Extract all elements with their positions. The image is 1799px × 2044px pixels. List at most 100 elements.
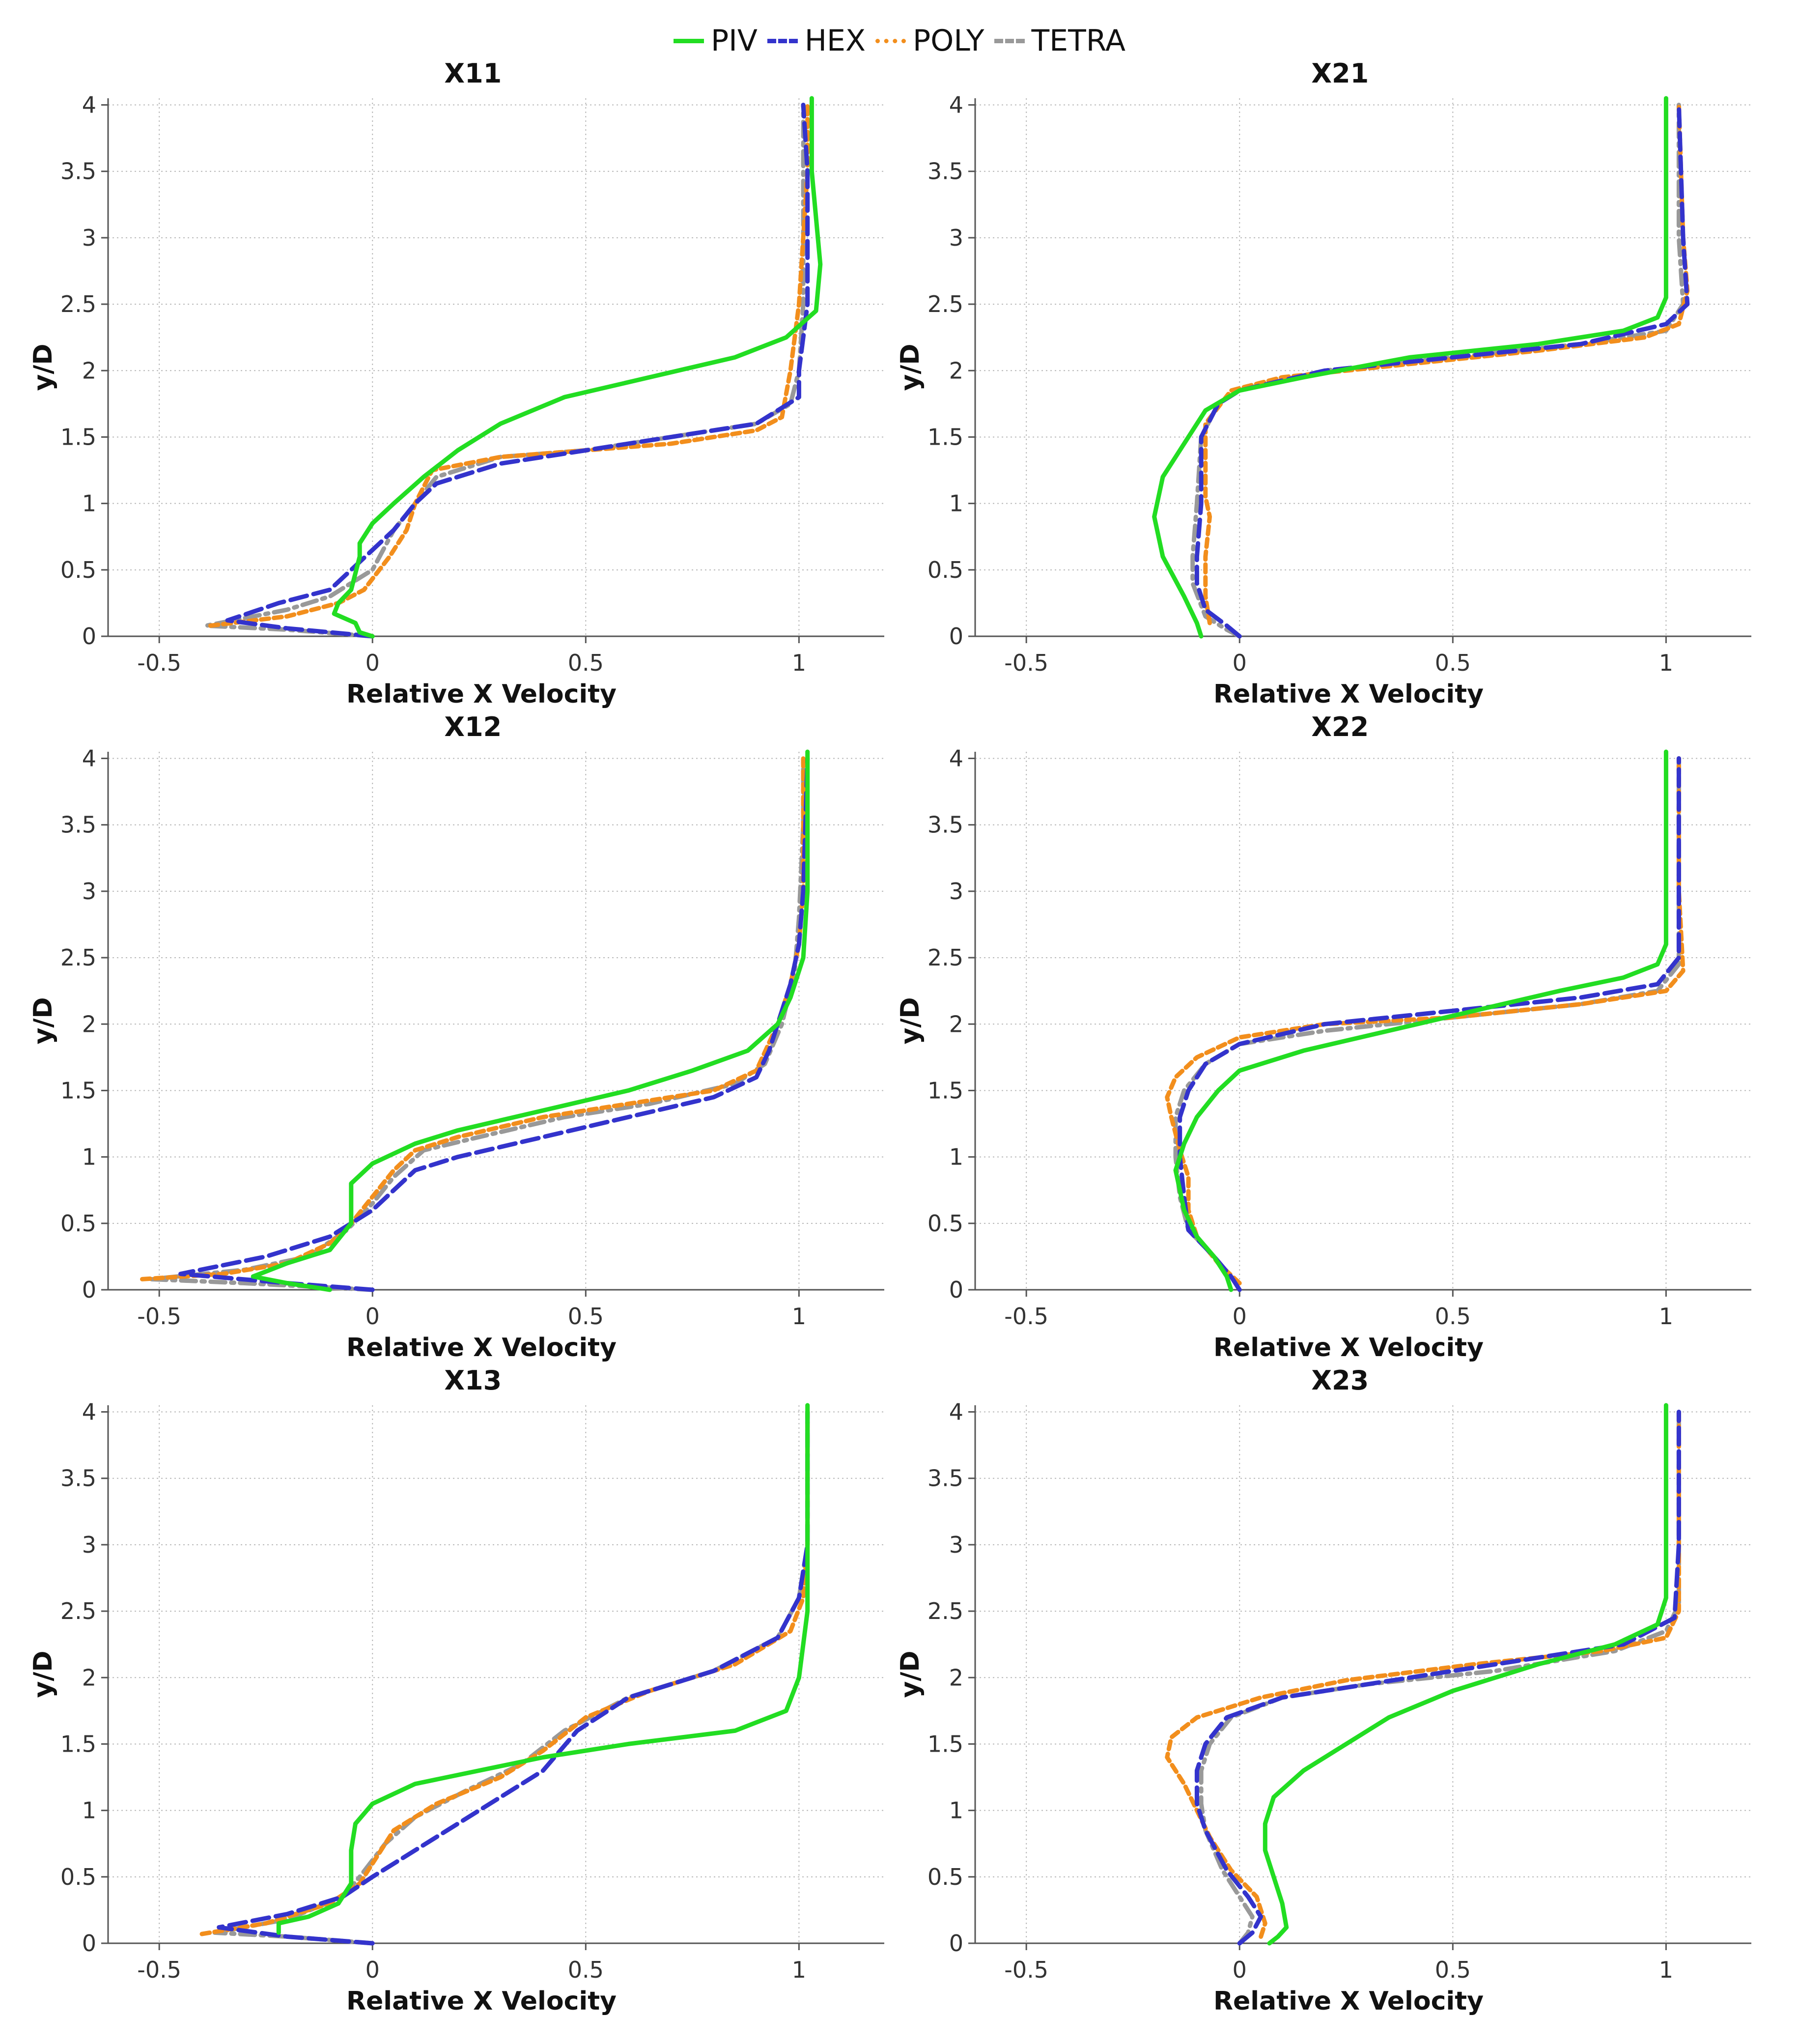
x-tick-label: 0	[365, 650, 380, 676]
legend-entry-tetra: TETRA	[994, 24, 1126, 58]
y-tick-label: 3.5	[928, 1465, 963, 1492]
panel-x13: -0.5 0 0.5 1 0 0.5 1 1.5 2 2.5 3 3.5 4 X13 Relative X …	[28, 1365, 884, 2016]
y-tick-label: 2	[82, 357, 96, 384]
y-axis-label: y/D	[896, 1650, 925, 1698]
y-tick-label: 3	[82, 225, 96, 251]
y-tick-label: 0	[82, 1930, 96, 1957]
x-tick-label: 1	[792, 1303, 806, 1330]
y-tick-label: 2.5	[60, 944, 96, 971]
y-tick-label: 4	[949, 1399, 963, 1425]
legend-entry-hex: HEX	[767, 24, 866, 58]
series-line-hex	[225, 103, 810, 639]
series-line-tetra	[204, 103, 806, 639]
series-line-piv	[1173, 749, 1668, 1292]
y-tick-label: 3	[949, 1532, 963, 1558]
legend-swatch-piv	[673, 38, 704, 43]
legend-label-poly: POLY	[913, 24, 984, 58]
series-line-poly	[1165, 1410, 1681, 1939]
legend-label-piv: PIV	[710, 24, 758, 58]
y-tick-label: 3	[82, 878, 96, 905]
y-tick-label: 0	[82, 623, 96, 650]
y-tick-label: 4	[949, 92, 963, 118]
series-line-hex	[178, 756, 810, 1292]
series-line-piv	[251, 749, 810, 1292]
y-tick-label: 3.5	[928, 158, 963, 185]
y-tick-label: 1	[949, 490, 963, 517]
series-line-piv	[1152, 96, 1668, 639]
panel-title: X11	[444, 58, 502, 89]
series-line-piv	[332, 96, 823, 639]
y-tick-label: 2	[949, 1011, 963, 1037]
series-line-poly	[208, 103, 810, 628]
y-tick-label: 3.5	[928, 812, 963, 838]
x-tick-label: 0	[365, 1957, 380, 1983]
series-line-poly	[199, 1410, 810, 1936]
x-tick-label: -0.5	[1004, 1957, 1048, 1983]
y-tick-label: 4	[949, 745, 963, 772]
y-axis-label: y/D	[28, 343, 58, 391]
x-tick-label: -0.5	[1004, 650, 1048, 676]
y-axis-label: y/D	[896, 997, 925, 1044]
panel-title: X21	[1311, 58, 1369, 89]
y-tick-label: 3.5	[60, 1465, 96, 1492]
series-line-hex	[217, 1410, 810, 1946]
panel-x11: -0.5 0 0.5 1 0 0.5 1 1.5 2 2.5 3 3.5 4 X11 Relative X …	[28, 58, 884, 709]
series-line-poly	[1165, 756, 1686, 1285]
y-tick-label: 1	[949, 1144, 963, 1170]
y-tick-label: 0.5	[60, 1864, 96, 1890]
x-axis-label: Relative X Velocity	[346, 1987, 617, 2016]
panel-x12: -0.5 0 0.5 1 0 0.5 1 1.5 2 2.5 3 3.5 4 X12 Relative X …	[28, 711, 884, 1363]
x-tick-label: -0.5	[137, 650, 181, 676]
y-tick-label: 0.5	[928, 1210, 963, 1237]
legend-swatch-poly	[875, 38, 906, 43]
panel-x22: -0.5 0 0.5 1 0 0.5 1 1.5 2 2.5 3 3.5 4 X22 Relative X …	[896, 711, 1751, 1363]
series-line-piv	[1263, 1403, 1668, 1946]
legend-label-hex: HEX	[804, 24, 866, 58]
panel-x23: -0.5 0 0.5 1 0 0.5 1 1.5 2 2.5 3 3.5 4 X23 Relative X …	[896, 1365, 1751, 2016]
y-tick-label: 0	[82, 1277, 96, 1303]
x-tick-label: 0.5	[1435, 1303, 1471, 1330]
y-tick-label: 1.5	[928, 1731, 963, 1757]
x-tick-label: 0	[1233, 1303, 1247, 1330]
x-tick-label: 1	[792, 1957, 806, 1983]
y-tick-label: 2.5	[60, 291, 96, 317]
y-axis-label: y/D	[896, 343, 925, 391]
y-tick-label: 0	[949, 1930, 963, 1957]
x-tick-label: 0.5	[568, 1303, 604, 1330]
x-tick-label: 0.5	[568, 650, 604, 676]
x-tick-label: 0	[1233, 1957, 1247, 1983]
panel-title: X23	[1311, 1365, 1369, 1396]
panel-title: X22	[1311, 711, 1369, 742]
x-tick-label: 0.5	[568, 1957, 604, 1983]
y-tick-label: 2	[949, 1664, 963, 1691]
y-tick-label: 3	[82, 1532, 96, 1558]
y-tick-label: 1	[82, 1797, 96, 1824]
panel-x21: -0.5 0 0.5 1 0 0.5 1 1.5 2 2.5 3 3.5 4 X21 Relative X …	[896, 58, 1751, 709]
y-tick-label: 3.5	[60, 812, 96, 838]
y-tick-label: 4	[82, 92, 96, 118]
y-tick-label: 2.5	[928, 944, 963, 971]
y-tick-label: 2	[82, 1011, 96, 1037]
y-tick-label: 0.5	[60, 1210, 96, 1237]
y-tick-label: 0.5	[60, 557, 96, 583]
x-axis-label: Relative X Velocity	[1213, 680, 1484, 709]
y-axis-label: y/D	[28, 997, 58, 1044]
series-line-poly	[140, 756, 806, 1281]
x-axis-label: Relative X Velocity	[1213, 1987, 1484, 2016]
y-tick-label: 1.5	[60, 1077, 96, 1104]
legend: PIV HEX POLY TETRA	[0, 19, 1799, 63]
y-tick-label: 0	[949, 1277, 963, 1303]
y-tick-label: 0	[949, 623, 963, 650]
x-axis-label: Relative X Velocity	[346, 680, 617, 709]
legend-label-tetra: TETRA	[1031, 24, 1126, 58]
legend-entry-piv: PIV	[673, 24, 758, 58]
x-tick-label: 1	[1659, 650, 1673, 676]
x-axis-label: Relative X Velocity	[346, 1333, 617, 1363]
y-tick-label: 2	[949, 357, 963, 384]
y-tick-label: 4	[82, 1399, 96, 1425]
panel-title: X13	[444, 1365, 502, 1396]
y-tick-label: 1.5	[928, 1077, 963, 1104]
y-tick-label: 1.5	[60, 1731, 96, 1757]
y-tick-label: 1.5	[60, 424, 96, 450]
y-tick-label: 0.5	[928, 557, 963, 583]
